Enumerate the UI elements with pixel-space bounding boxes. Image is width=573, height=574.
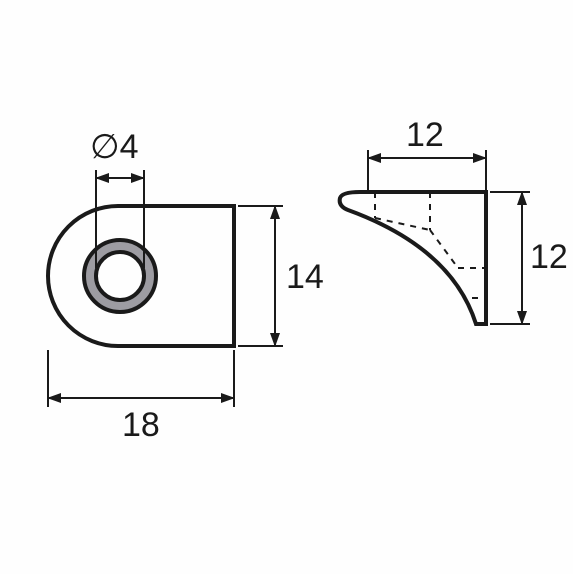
right-view: 12 12	[340, 116, 568, 324]
bracket-profile	[340, 192, 486, 324]
dim-width-12-label: 12	[406, 116, 444, 154]
dim-width-18-label: 18	[122, 406, 160, 444]
dim-height-14-label: 14	[286, 258, 324, 296]
dim-width-12: 12	[368, 116, 486, 190]
left-view: ∅4 18 14	[48, 128, 324, 444]
hole-inner	[96, 252, 144, 300]
technical-drawing: ∅4 18 14 12	[0, 0, 573, 574]
dim-height-12: 12	[490, 192, 568, 324]
dim-hole-label: ∅4	[90, 128, 139, 166]
dim-width-18: 18	[48, 350, 234, 444]
hidden-4	[430, 230, 458, 268]
dim-height-12-label: 12	[530, 238, 568, 276]
dim-height-14: 14	[238, 206, 324, 346]
